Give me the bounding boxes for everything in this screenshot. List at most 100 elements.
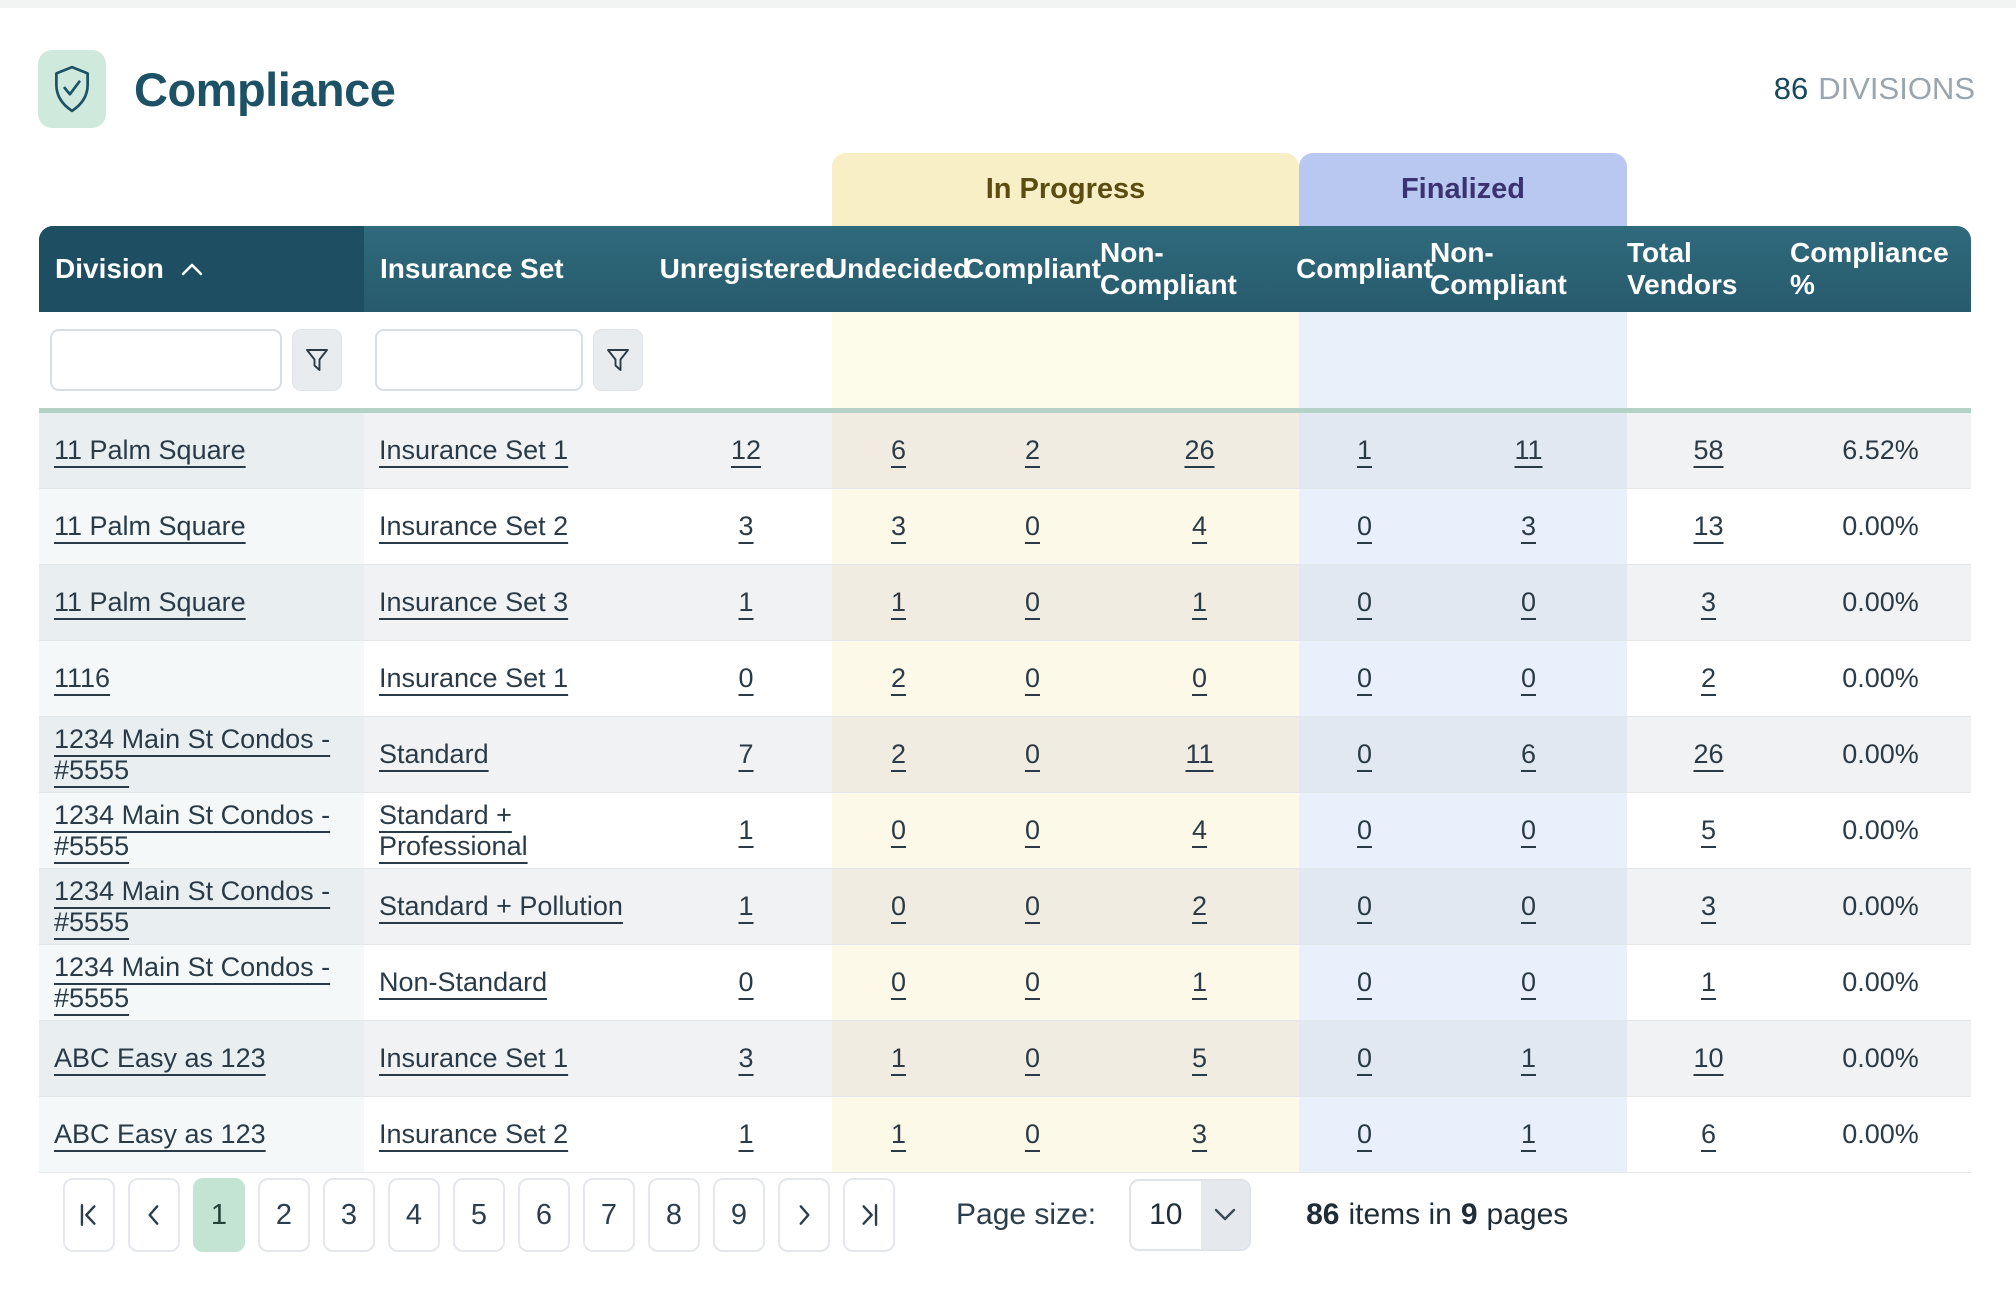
non-compliant-finalized-count-link[interactable]: 0 [1520, 587, 1537, 617]
col-header-non-compliant-finalized[interactable]: Non-Compliant [1430, 237, 1567, 300]
compliant-in-progress-count-link[interactable]: 0 [1024, 967, 1041, 997]
unregistered-count-link[interactable]: 0 [738, 663, 754, 693]
total-vendors-link[interactable]: 26 [1693, 739, 1724, 769]
insurance-set-link[interactable]: Insurance Set 1 [379, 435, 569, 465]
insurance-set-link[interactable]: Insurance Set 2 [379, 511, 569, 541]
page-button-2[interactable]: 2 [258, 1178, 310, 1252]
total-vendors-link[interactable]: 3 [1700, 587, 1717, 617]
insurance-set-link[interactable]: Insurance Set 1 [379, 663, 569, 693]
insurance-set-link[interactable]: Standard [379, 739, 489, 769]
division-link[interactable]: 1116 [54, 663, 111, 693]
division-link[interactable]: 1234 Main St Condos - #5555 [54, 951, 331, 1013]
undecided-count-link[interactable]: 1 [890, 587, 907, 617]
insurance-set-link[interactable]: Insurance Set 2 [379, 1119, 569, 1149]
unregistered-count-link[interactable]: 1 [738, 587, 754, 617]
page-button-8[interactable]: 8 [648, 1178, 700, 1252]
division-link[interactable]: 1234 Main St Condos - #5555 [54, 723, 331, 785]
page-button-7[interactable]: 7 [583, 1178, 635, 1252]
undecided-count-link[interactable]: 6 [890, 435, 907, 465]
unregistered-count-link[interactable]: 3 [738, 511, 754, 541]
col-header-compliant-finalized[interactable]: Compliant [1296, 253, 1433, 284]
col-header-unregistered[interactable]: Unregistered [659, 253, 833, 284]
total-vendors-link[interactable]: 13 [1693, 511, 1724, 541]
non-compliant-finalized-count-link[interactable]: 1 [1520, 1043, 1537, 1073]
division-link[interactable]: 11 Palm Square [54, 511, 246, 541]
non-compliant-finalized-count-link[interactable]: 0 [1520, 967, 1537, 997]
undecided-count-link[interactable]: 1 [890, 1043, 907, 1073]
non-compliant-in-progress-count-link[interactable]: 5 [1191, 1043, 1208, 1073]
total-vendors-link[interactable]: 58 [1693, 435, 1724, 465]
total-vendors-link[interactable]: 5 [1700, 815, 1717, 845]
compliant-finalized-count-link[interactable]: 0 [1356, 1119, 1373, 1149]
division-link[interactable]: 1234 Main St Condos - #5555 [54, 799, 331, 861]
col-header-compliant-in-progress[interactable]: Compliant [964, 253, 1101, 284]
insurance-set-link[interactable]: Standard + Professional [379, 799, 528, 861]
non-compliant-in-progress-count-link[interactable]: 11 [1185, 739, 1214, 769]
compliant-finalized-count-link[interactable]: 0 [1356, 587, 1373, 617]
non-compliant-finalized-count-link[interactable]: 3 [1520, 511, 1537, 541]
insurance-set-link[interactable]: Insurance Set 1 [379, 1043, 569, 1073]
non-compliant-in-progress-count-link[interactable]: 2 [1191, 891, 1208, 921]
first-page-button[interactable] [63, 1178, 115, 1252]
undecided-count-link[interactable]: 0 [890, 891, 907, 921]
tab-finalized[interactable]: Finalized [1299, 153, 1627, 226]
col-header-division[interactable]: Division [39, 226, 364, 312]
non-compliant-in-progress-count-link[interactable]: 4 [1191, 815, 1208, 845]
undecided-count-link[interactable]: 3 [890, 511, 907, 541]
compliant-in-progress-count-link[interactable]: 2 [1024, 435, 1041, 465]
compliant-in-progress-count-link[interactable]: 0 [1024, 739, 1041, 769]
compliant-finalized-count-link[interactable]: 1 [1356, 435, 1373, 465]
compliant-finalized-count-link[interactable]: 0 [1356, 891, 1373, 921]
compliant-in-progress-count-link[interactable]: 0 [1024, 1043, 1041, 1073]
col-header-compliance-percent[interactable]: Compliance % [1790, 237, 1949, 300]
non-compliant-in-progress-count-link[interactable]: 1 [1191, 587, 1208, 617]
page-button-6[interactable]: 6 [518, 1178, 570, 1252]
insurance-set-link[interactable]: Insurance Set 3 [379, 587, 569, 617]
division-link[interactable]: ABC Easy as 123 [54, 1119, 266, 1149]
division-link[interactable]: ABC Easy as 123 [54, 1043, 266, 1073]
compliant-finalized-count-link[interactable]: 0 [1356, 1043, 1373, 1073]
compliant-finalized-count-link[interactable]: 0 [1356, 739, 1373, 769]
non-compliant-finalized-count-link[interactable]: 1 [1520, 1119, 1537, 1149]
compliant-in-progress-count-link[interactable]: 0 [1024, 815, 1041, 845]
non-compliant-in-progress-count-link[interactable]: 4 [1191, 511, 1208, 541]
col-header-insurance-set[interactable]: Insurance Set [380, 253, 564, 284]
unregistered-count-link[interactable]: 1 [738, 891, 754, 921]
compliant-finalized-count-link[interactable]: 0 [1356, 663, 1373, 693]
non-compliant-in-progress-count-link[interactable]: 1 [1191, 967, 1208, 997]
insurance-set-filter-input[interactable] [375, 329, 583, 391]
page-size-select[interactable]: 10 [1129, 1179, 1252, 1251]
compliant-finalized-count-link[interactable]: 0 [1356, 967, 1373, 997]
insurance-set-link[interactable]: Standard + Pollution [379, 891, 623, 921]
total-vendors-link[interactable]: 10 [1693, 1043, 1724, 1073]
division-link[interactable]: 1234 Main St Condos - #5555 [54, 875, 331, 937]
compliant-finalized-count-link[interactable]: 0 [1356, 815, 1373, 845]
unregistered-count-link[interactable]: 12 [730, 435, 762, 465]
unregistered-count-link[interactable]: 7 [738, 739, 754, 769]
col-header-undecided[interactable]: Undecided [826, 253, 971, 284]
compliant-in-progress-count-link[interactable]: 0 [1024, 1119, 1041, 1149]
unregistered-count-link[interactable]: 1 [738, 1119, 754, 1149]
division-link[interactable]: 11 Palm Square [54, 587, 246, 617]
unregistered-count-link[interactable]: 1 [738, 815, 754, 845]
non-compliant-in-progress-count-link[interactable]: 3 [1191, 1119, 1208, 1149]
non-compliant-finalized-count-link[interactable]: 0 [1520, 891, 1537, 921]
non-compliant-finalized-count-link[interactable]: 6 [1520, 739, 1537, 769]
total-vendors-link[interactable]: 3 [1700, 891, 1717, 921]
total-vendors-link[interactable]: 1 [1700, 967, 1717, 997]
page-button-1[interactable]: 1 [193, 1178, 245, 1252]
compliant-in-progress-count-link[interactable]: 0 [1024, 663, 1041, 693]
insurance-set-filter-button[interactable] [593, 329, 643, 391]
compliant-in-progress-count-link[interactable]: 0 [1024, 587, 1041, 617]
last-page-button[interactable] [843, 1178, 895, 1252]
page-button-4[interactable]: 4 [388, 1178, 440, 1252]
page-button-9[interactable]: 9 [713, 1178, 765, 1252]
compliant-in-progress-count-link[interactable]: 0 [1024, 891, 1041, 921]
non-compliant-in-progress-count-link[interactable]: 0 [1191, 663, 1208, 693]
col-header-non-compliant-in-progress[interactable]: Non-Compliant [1100, 237, 1237, 300]
page-button-3[interactable]: 3 [323, 1178, 375, 1252]
unregistered-count-link[interactable]: 3 [738, 1043, 754, 1073]
insurance-set-link[interactable]: Non-Standard [379, 967, 548, 997]
undecided-count-link[interactable]: 2 [890, 663, 907, 693]
next-page-button[interactable] [778, 1178, 830, 1252]
